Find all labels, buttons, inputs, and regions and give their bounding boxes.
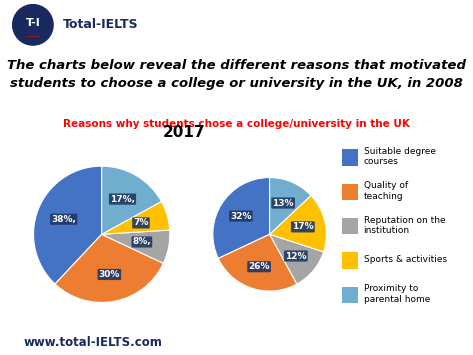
Text: 13%: 13% bbox=[272, 198, 294, 208]
FancyBboxPatch shape bbox=[342, 287, 359, 303]
Wedge shape bbox=[55, 234, 163, 302]
Wedge shape bbox=[218, 234, 297, 291]
Text: The charts below reveal the different reasons that motivated
students to choose : The charts below reveal the different re… bbox=[7, 59, 466, 90]
Text: 7%: 7% bbox=[133, 218, 149, 228]
Wedge shape bbox=[270, 196, 326, 252]
Text: Proximity to
parental home: Proximity to parental home bbox=[364, 284, 430, 304]
Text: Reasons why students chose a college/university in the UK: Reasons why students chose a college/uni… bbox=[63, 119, 410, 129]
Text: Sports & activities: Sports & activities bbox=[364, 255, 447, 264]
Text: 32%: 32% bbox=[230, 212, 252, 220]
Wedge shape bbox=[102, 202, 170, 234]
Text: 38%,: 38%, bbox=[51, 215, 76, 224]
Text: 12%: 12% bbox=[285, 251, 307, 261]
Text: 30%: 30% bbox=[99, 270, 120, 279]
Wedge shape bbox=[213, 178, 270, 258]
FancyBboxPatch shape bbox=[342, 149, 359, 165]
Circle shape bbox=[13, 5, 53, 45]
Text: Quality of
teaching: Quality of teaching bbox=[364, 181, 408, 201]
Wedge shape bbox=[270, 234, 324, 284]
Text: ――: ―― bbox=[26, 34, 40, 39]
FancyBboxPatch shape bbox=[342, 184, 359, 200]
Wedge shape bbox=[102, 166, 161, 234]
FancyBboxPatch shape bbox=[342, 252, 359, 269]
FancyBboxPatch shape bbox=[342, 218, 359, 234]
Wedge shape bbox=[102, 230, 170, 263]
Text: 8%,: 8%, bbox=[132, 237, 151, 246]
Text: www.total-IELTS.com: www.total-IELTS.com bbox=[24, 336, 162, 349]
Text: Total-IELTS: Total-IELTS bbox=[62, 18, 138, 31]
Text: Suitable degree
courses: Suitable degree courses bbox=[364, 147, 436, 166]
Text: 17%,: 17%, bbox=[110, 195, 135, 204]
Text: Reputation on the
institution: Reputation on the institution bbox=[364, 215, 445, 235]
Wedge shape bbox=[34, 166, 102, 284]
Text: 2017: 2017 bbox=[163, 125, 206, 140]
Wedge shape bbox=[270, 178, 311, 234]
Text: 26%: 26% bbox=[248, 262, 270, 271]
Text: T-I: T-I bbox=[26, 18, 40, 28]
Text: 17%: 17% bbox=[292, 222, 314, 231]
